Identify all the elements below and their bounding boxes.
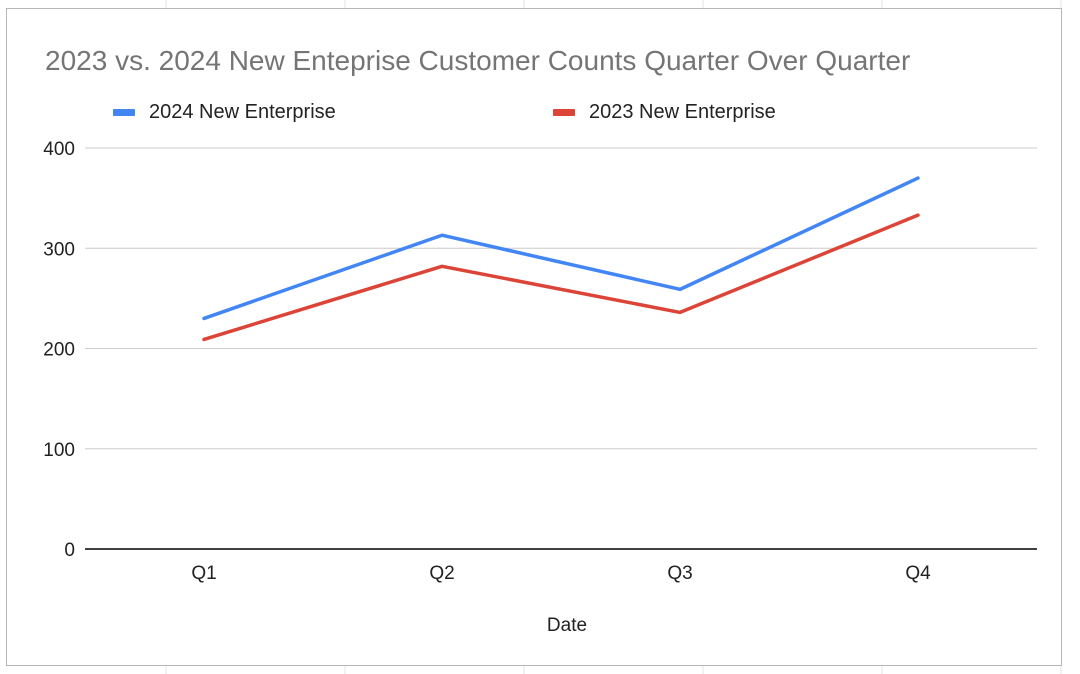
y-tick-label-100: 100 [43,440,75,461]
x-tick-label-q2: Q2 [429,563,454,584]
legend-item-2024[interactable]: 2024 New Enterprise [113,101,336,124]
plot-area: 0 100 200 300 400 Q1 Q2 Q3 Q4 Date [43,139,1037,636]
legend-label-2024: 2024 New Enterprise [149,101,336,123]
legend-swatch-2024 [113,109,135,116]
y-tick-label-300: 300 [43,239,75,260]
x-tick-label-q4: Q4 [905,563,931,584]
legend-item-2023[interactable]: 2023 New Enterprise [553,101,776,124]
series-line-2024 [202,176,920,321]
y-tick-label-0: 0 [64,540,75,561]
x-axis-title: Date [547,615,587,636]
x-tick-label-q3: Q3 [667,563,692,584]
chart-object[interactable]: 2023 vs. 2024 New Enteprise Customer Cou… [6,8,1062,666]
legend-label-2023: 2023 New Enterprise [589,101,776,123]
chart-title: 2023 vs. 2024 New Enteprise Customer Cou… [45,45,911,76]
y-tick-label-200: 200 [43,340,75,361]
y-tick-label-400: 400 [43,139,75,160]
series-line-2023 [202,213,920,342]
x-tick-label-q1: Q1 [191,563,216,584]
legend-swatch-2023 [553,109,575,116]
